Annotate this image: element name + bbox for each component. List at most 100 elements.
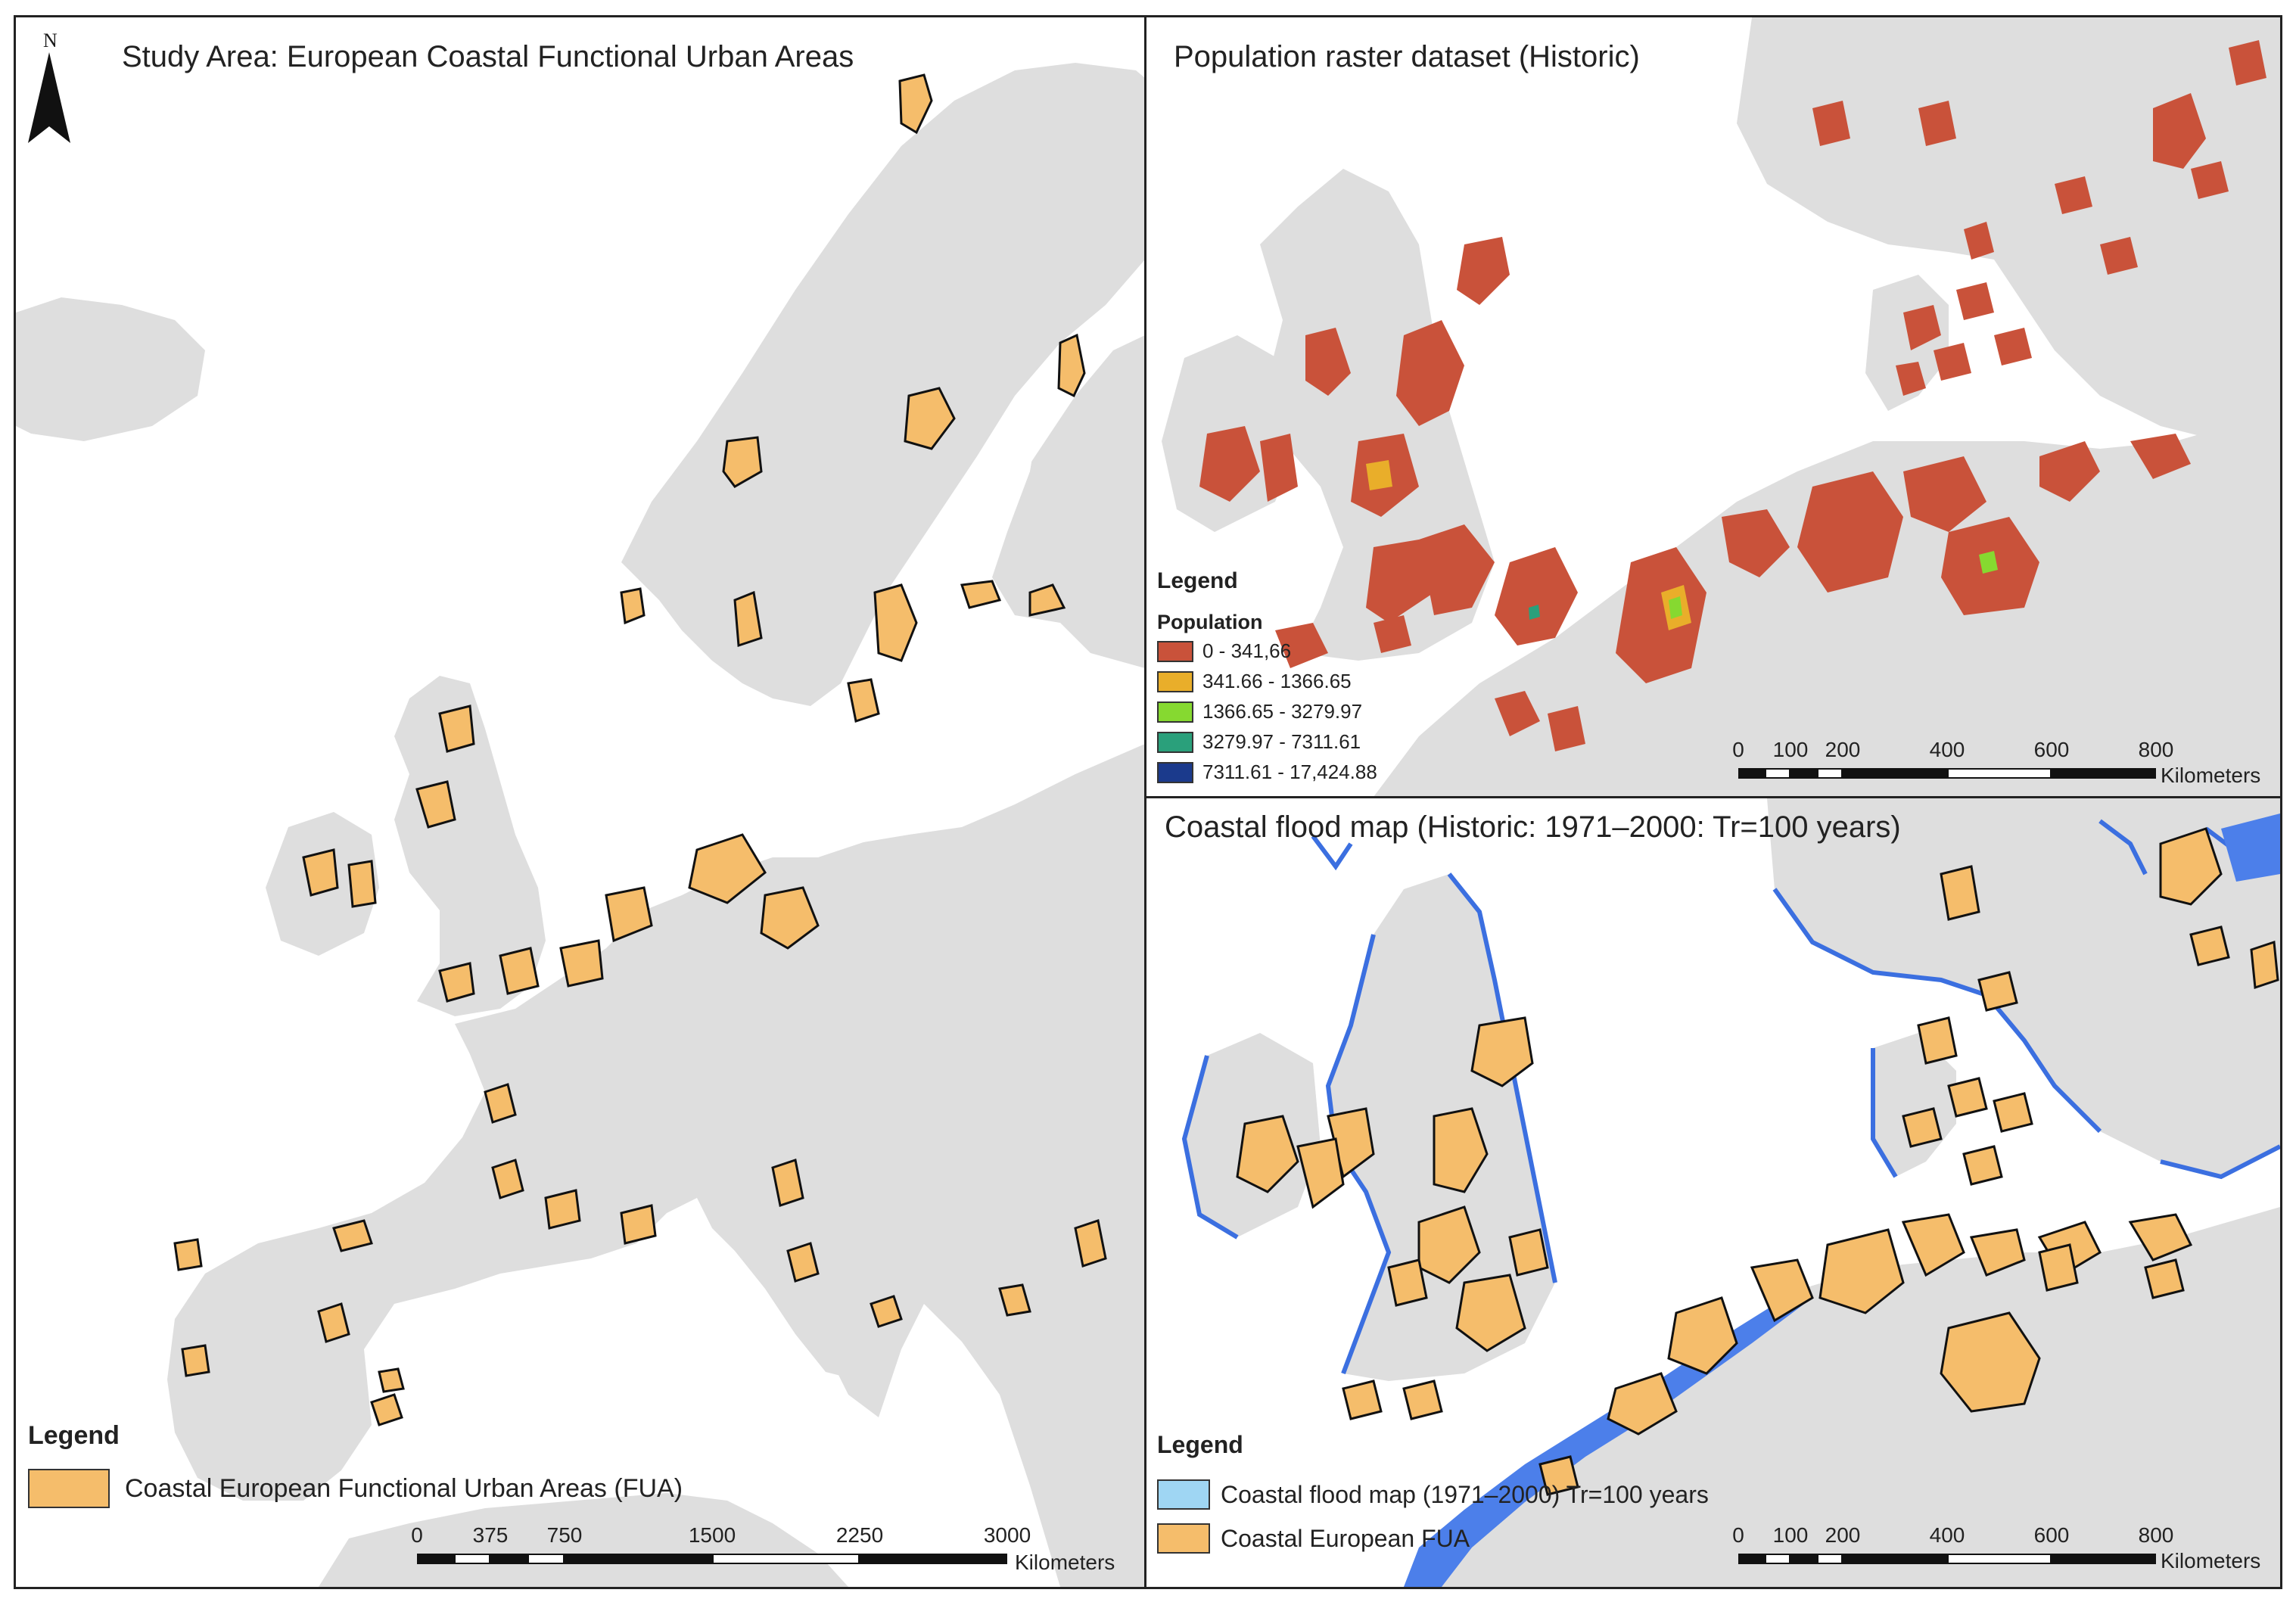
- north-arrow: N: [26, 30, 72, 143]
- continental-europe-landmass: [1404, 1207, 2280, 1587]
- scale-tick: 800: [2138, 738, 2174, 761]
- scale-unit: Kilometers: [1015, 1551, 1115, 1574]
- legend-title-flood: Legend: [1157, 1431, 1243, 1458]
- scale-segment: [1765, 1554, 1790, 1564]
- scale-segment: [490, 1554, 527, 1564]
- scale-tick: 600: [2033, 1523, 2070, 1547]
- scale-segment: [527, 1554, 565, 1564]
- scale-segment: [1947, 768, 2052, 779]
- scale-tick: 2250: [835, 1523, 884, 1547]
- scale-unit: Kilometers: [2161, 1549, 2261, 1572]
- legend-swatch-flood: [1157, 1479, 1210, 1510]
- scale-tick: 400: [1929, 1523, 1965, 1547]
- italy-landmass: [697, 1183, 863, 1380]
- scale-unit: Kilometers: [2161, 764, 2261, 787]
- scale-segment: [860, 1554, 1007, 1564]
- legend-item-fua: Coastal European Functional Urban Areas …: [28, 1469, 683, 1508]
- legend-swatch: [1157, 701, 1193, 723]
- baltic-sea: [848, 411, 1090, 827]
- scale-segment: [1843, 768, 1947, 779]
- scalebar-population: 0 100 200 400 600 800 Kilometers: [1732, 738, 2276, 795]
- legend-label-fua: Coastal European FUA: [1221, 1524, 1470, 1552]
- legend-item-population-2: 1366.65 - 3279.97: [1157, 700, 1362, 723]
- legend-swatch-fua: [28, 1469, 110, 1508]
- continental-europe-landmass: [1374, 411, 2280, 797]
- scalebar-flood: 0 100 200 400 600 800 Kilometers: [1732, 1523, 2276, 1581]
- legend-title-population: Legend: [1157, 568, 1238, 593]
- study-area-map-panel: N Study Area: European Coastal Functiona…: [14, 15, 1147, 1589]
- legend-label: 3279.97 - 7311.61: [1202, 730, 1361, 753]
- scale-segment: [712, 1554, 860, 1564]
- scale-tick: 750: [546, 1523, 583, 1547]
- flood-extent-lines: [1181, 819, 2280, 1375]
- scale-segment: [1947, 1554, 2052, 1564]
- scale-tick: 200: [1825, 738, 1861, 761]
- scale-segment: [1843, 1554, 1947, 1564]
- legend-label: 7311.61 - 17,424.88: [1202, 761, 1377, 783]
- coastal-flood-map-panel: Coastal flood map (Historic: 1971–2000: …: [1144, 796, 2282, 1589]
- flood-basemap: [1181, 798, 2280, 1587]
- legend-label-flood: Coastal flood map (1971–2000) Tr=100 yea…: [1221, 1480, 1709, 1508]
- legend-swatch-fua: [1157, 1523, 1210, 1554]
- europe-basemap: [16, 63, 1145, 1587]
- scale-segment: [1817, 1554, 1843, 1564]
- scale-tick: 3000: [983, 1523, 1031, 1547]
- legend-item-flood: Coastal flood map (1971–2000) Tr=100 yea…: [1157, 1479, 1709, 1510]
- legend-swatch: [1157, 670, 1193, 692]
- great-britain-landmass: [394, 676, 546, 1016]
- scale-segment: [2052, 1554, 2156, 1564]
- legend-title-study-area: Legend: [28, 1421, 120, 1450]
- scale-segment: [2052, 768, 2156, 779]
- scale-segment: [1765, 768, 1790, 779]
- scale-segment: [1790, 1554, 1817, 1564]
- scale-tick: 200: [1825, 1523, 1861, 1547]
- legend-label-fua: Coastal European Functional Urban Areas …: [125, 1473, 683, 1503]
- scale-tick: 0: [1732, 1523, 1744, 1547]
- panel-title-flood: Coastal flood map (Historic: 1971–2000: …: [1165, 810, 1901, 844]
- legend-swatch: [1157, 640, 1193, 662]
- north-arrow-icon: [28, 52, 70, 143]
- scale-tick: 100: [1772, 1523, 1809, 1547]
- north-label: N: [43, 30, 58, 51]
- legend-swatch: [1157, 731, 1193, 753]
- scale-tick: 100: [1772, 738, 1809, 761]
- scandinavia-landmass: [621, 63, 1145, 706]
- legend-subtitle-population: Population: [1157, 611, 1263, 633]
- scale-segment: [1738, 1554, 1765, 1564]
- legend-item-population-4: 7311.61 - 17,424.88: [1157, 761, 1377, 784]
- scale-segment: [1738, 768, 1765, 779]
- finland-landmass: [985, 335, 1145, 668]
- legend-item-fua: Coastal European FUA: [1157, 1523, 1470, 1554]
- scale-tick: 800: [2138, 1523, 2174, 1547]
- fua-patches: [173, 73, 1107, 1426]
- legend-label: 1366.65 - 3279.97: [1202, 700, 1363, 723]
- population-basemap: [1162, 17, 2280, 797]
- scale-tick: 1500: [688, 1523, 736, 1547]
- continental-europe-landmass: [167, 744, 1145, 1587]
- scale-tick: 600: [2033, 738, 2070, 761]
- population-patches: [1199, 40, 2266, 751]
- legend-label: 341.66 - 1366.65: [1202, 670, 1352, 692]
- legend-item-population-3: 3279.97 - 7311.61: [1157, 730, 1361, 754]
- scale-tick: 0: [411, 1523, 423, 1547]
- scale-segment: [454, 1554, 490, 1564]
- scandinavia-landmass: [1767, 798, 2280, 1177]
- scandinavia-landmass: [1737, 17, 2280, 441]
- scale-tick: 400: [1929, 738, 1965, 761]
- legend-item-population-1: 341.66 - 1366.65: [1157, 670, 1352, 693]
- scale-segment: [1817, 768, 1843, 779]
- panel-title-study-area: Study Area: European Coastal Functional …: [122, 40, 854, 73]
- scale-tick: 0: [1732, 738, 1744, 761]
- legend-item-population-0: 0 - 341,66: [1157, 639, 1291, 663]
- scale-segment: [1790, 768, 1817, 779]
- fua-patches: [1236, 827, 2279, 1496]
- scalebar-study-area: 0 375 750 1500 2250 3000 Kilometers: [411, 1523, 1136, 1584]
- population-map-panel: Population raster dataset (Historic) Leg…: [1144, 15, 2282, 799]
- scale-tick: 375: [472, 1523, 509, 1547]
- flood-extent-scandinavia: [2221, 813, 2280, 882]
- iceland-landmass: [16, 297, 205, 441]
- panel-title-population: Population raster dataset (Historic): [1174, 40, 1640, 73]
- legend-label: 0 - 341,66: [1202, 639, 1292, 662]
- scale-segment: [565, 1554, 712, 1564]
- legend-swatch: [1157, 761, 1193, 783]
